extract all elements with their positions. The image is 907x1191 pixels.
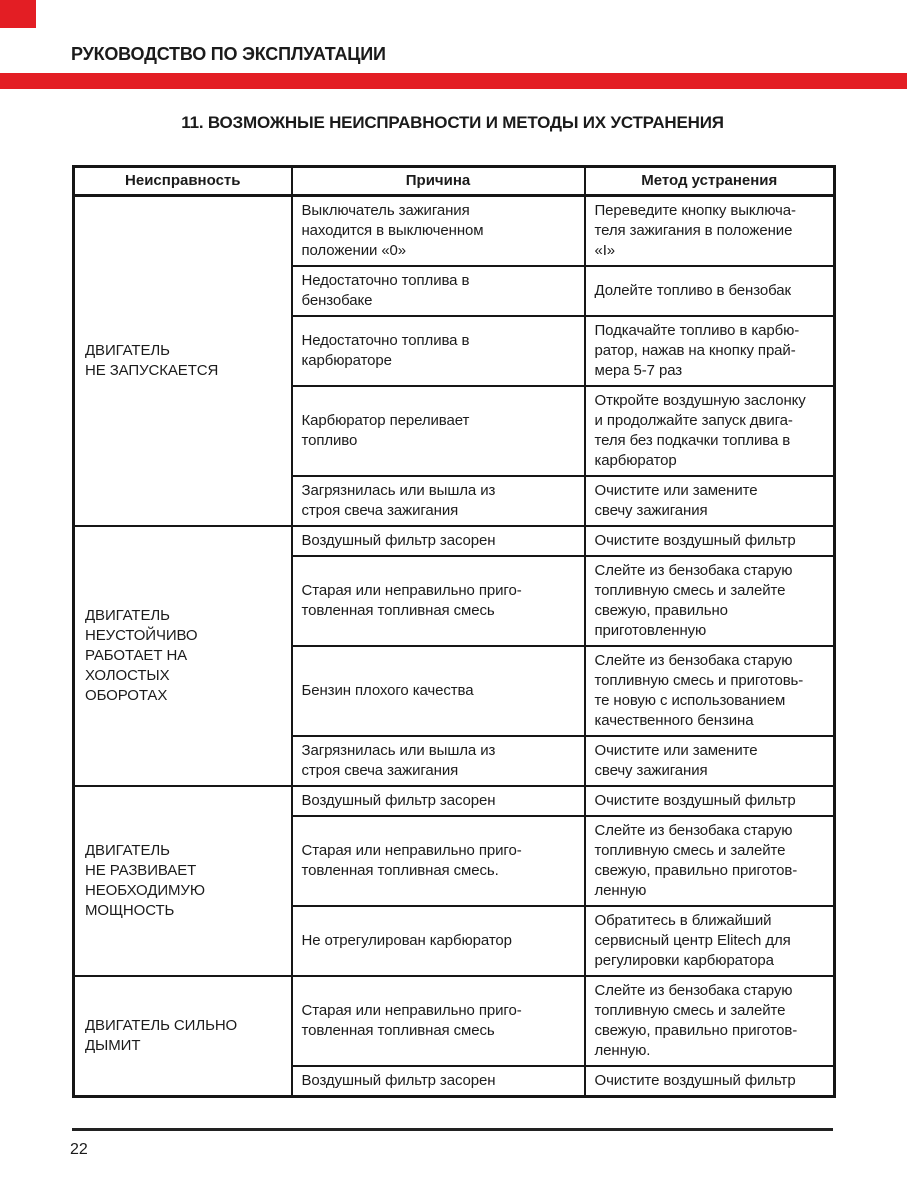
table-row: Старая или неправильно приго- товленная … [74, 815, 836, 907]
cause-cell: Загрязнилась или вышла из строя свеча за… [290, 475, 586, 527]
fault-cell-engine-not-starting: ДВИГАТЕЛЬ НЕ ЗАПУСКАЕТСЯ [72, 194, 293, 527]
table-row: Недостаточно топлива в бензобаке Долейте… [74, 265, 836, 317]
cause-cell: Воздушный фильтр засорен [290, 785, 586, 817]
table-row: ДВИГАТЕЛЬ НЕ РАЗВИВАЕТ НЕОБХОДИМУЮ МОЩНО… [72, 785, 836, 977]
table-row: Карбюратор переливает топливо Откройте в… [74, 385, 836, 477]
section-title: 11. ВОЗМОЖНЫЕ НЕИСПРАВНОСТИ И МЕТОДЫ ИХ … [181, 113, 724, 132]
fix-cell: Слейте из бензобака старую топливную сме… [583, 645, 836, 737]
cause-cell: Загрязнилась или вышла из строя свеча за… [290, 735, 586, 787]
cause-cell: Карбюратор переливает топливо [290, 385, 586, 477]
fix-cell: Подкачайте топливо в карбю- ратор, нажав… [583, 315, 836, 387]
table-row: ДВИГАТЕЛЬ НЕУСТОЙЧИВО РАБОТАЕТ НА ХОЛОСТ… [72, 525, 836, 787]
fix-cell: Слейте из бензобака старую топливную сме… [583, 975, 836, 1067]
fix-cell: Слейте из бензобака старую топливную сме… [583, 815, 836, 907]
fix-cell: Откройте воздушную заслонку и продолжайт… [583, 385, 836, 477]
cause-cell: Старая или неправильно приго- товленная … [290, 555, 586, 647]
troubleshooting-table: Неисправность Причина Метод устранения Д… [72, 165, 836, 1098]
cause-cell: Старая или неправильно приго- товленная … [290, 975, 586, 1067]
column-header-fault: Неисправность [72, 165, 293, 197]
page-corner-mark [0, 0, 36, 28]
cause-cell: Воздушный фильтр засорен [290, 525, 586, 557]
footer-rule [72, 1128, 833, 1131]
troubleshooting-table-container: Неисправность Причина Метод устранения Д… [72, 165, 836, 1098]
table-header-row: Неисправность Причина Метод устранения [72, 165, 836, 197]
table-row: Старая или неправильно приго- товленная … [74, 555, 836, 647]
fix-cell: Переведите кнопку выключа- теля зажигани… [583, 194, 836, 267]
table-row: ДВИГАТЕЛЬ НЕ ЗАПУСКАЕТСЯ Выключатель заж… [72, 194, 836, 527]
fix-cell: Долейте топливо в бензобак [583, 265, 836, 317]
fix-cell: Очистите или замените свечу зажигания [583, 475, 836, 527]
table-row: Бензин плохого качества Слейте из бензоб… [74, 645, 836, 737]
fix-cell: Очистите воздушный фильтр [583, 785, 836, 817]
fix-cell: Очистите воздушный фильтр [583, 1065, 836, 1098]
cause-cell: Выключатель зажигания находится в выключ… [290, 194, 586, 267]
table-row: Загрязнилась или вышла из строя свеча за… [74, 475, 836, 527]
table-row: ДВИГАТЕЛЬ СИЛЬНО ДЫМИТ Старая или неправ… [72, 975, 836, 1098]
cause-cell: Недостаточно топлива в бензобаке [290, 265, 586, 317]
table-row: Загрязнилась или вышла из строя свеча за… [74, 735, 836, 787]
cause-cell: Бензин плохого качества [290, 645, 586, 737]
fix-cell: Очистите воздушный фильтр [583, 525, 836, 557]
fault-cell-engine-no-power: ДВИГАТЕЛЬ НЕ РАЗВИВАЕТ НЕОБХОДИМУЮ МОЩНО… [72, 785, 293, 977]
fix-cell: Слейте из бензобака старую топливную сме… [583, 555, 836, 647]
table-row: Воздушный фильтр засорен Очистите воздуш… [74, 1065, 836, 1098]
cause-cell: Недостаточно топлива в карбюраторе [290, 315, 586, 387]
table-row: Не отрегулирован карбюратор Обратитесь в… [74, 905, 836, 977]
cause-cell: Старая или неправильно приго- товленная … [290, 815, 586, 907]
cause-cell: Не отрегулирован карбюратор [290, 905, 586, 977]
fault-cell-engine-rough-idle: ДВИГАТЕЛЬ НЕУСТОЙЧИВО РАБОТАЕТ НА ХОЛОСТ… [72, 525, 293, 787]
fault-cell-engine-smokes: ДВИГАТЕЛЬ СИЛЬНО ДЫМИТ [72, 975, 293, 1098]
manual-header-title: РУКОВОДСТВО ПО ЭКСПЛУАТАЦИИ [71, 44, 386, 64]
page-number: 22 [70, 1141, 88, 1158]
fix-cell: Очистите или замените свечу зажигания [583, 735, 836, 787]
column-header-fix: Метод устранения [583, 165, 836, 197]
header-red-rule [0, 73, 907, 89]
column-header-cause: Причина [290, 165, 586, 197]
table-row: Недостаточно топлива в карбюраторе Подка… [74, 315, 836, 387]
cause-cell: Воздушный фильтр засорен [290, 1065, 586, 1098]
fix-cell: Обратитесь в ближайший сервисный центр E… [583, 905, 836, 977]
